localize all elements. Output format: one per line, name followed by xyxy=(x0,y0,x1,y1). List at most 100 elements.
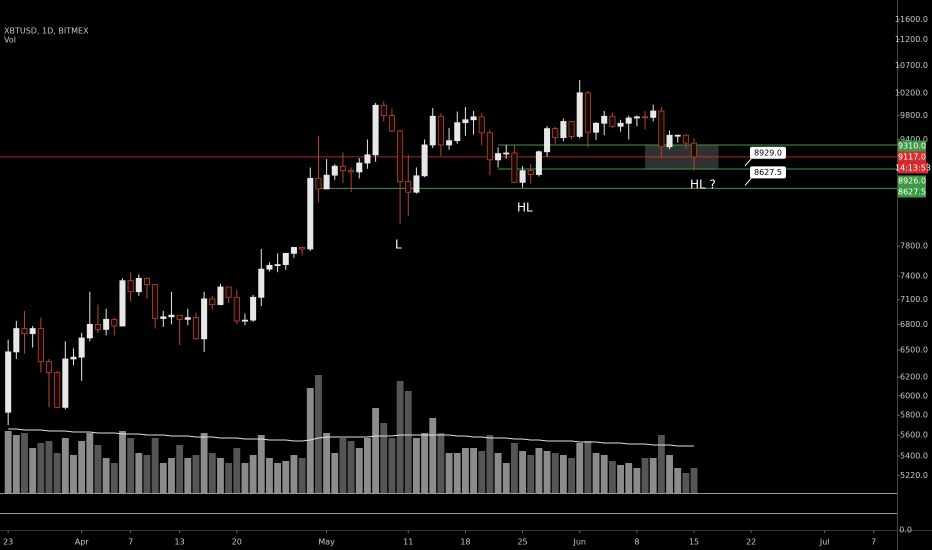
candle-body xyxy=(429,115,436,146)
volume-bar xyxy=(592,453,600,493)
volume-bar xyxy=(478,451,486,493)
candle-body xyxy=(388,115,395,132)
current-price-label-box xyxy=(898,151,926,163)
candle-body xyxy=(413,175,420,193)
volume-bar xyxy=(674,468,682,493)
volume-bar xyxy=(625,463,633,493)
candle-body xyxy=(315,178,322,190)
candle-body xyxy=(135,277,142,293)
volume-bar xyxy=(657,435,665,493)
x-tick-label: Apr xyxy=(75,538,90,547)
candle-body xyxy=(307,178,314,250)
annotation: HL ? xyxy=(690,178,716,192)
x-tick-label: 20 xyxy=(232,538,242,547)
candle-body xyxy=(192,317,199,340)
volume-bar xyxy=(543,451,551,493)
volume-bar xyxy=(690,468,698,493)
volume-bar xyxy=(257,435,265,493)
candle-body xyxy=(478,116,485,134)
volume-bar xyxy=(168,458,175,493)
volume-bar xyxy=(37,443,45,493)
volume-bar xyxy=(372,408,380,493)
y-tick-label: 5800.0 xyxy=(900,411,928,420)
candle-body xyxy=(527,170,534,175)
candle-body xyxy=(94,323,101,330)
y-tick-label: 5600.0 xyxy=(900,431,928,440)
volume-bar xyxy=(315,375,322,493)
y-tick-label: 7100.0 xyxy=(900,295,928,304)
candle-body xyxy=(143,277,150,286)
volume-bar xyxy=(527,455,535,493)
candle-body xyxy=(5,351,12,413)
candle-body xyxy=(127,280,134,293)
candle-body xyxy=(274,264,281,267)
candle-body xyxy=(674,134,681,137)
volume-bar xyxy=(445,453,453,493)
volume-bar xyxy=(412,438,420,493)
candle-body xyxy=(454,122,461,142)
volume-bar xyxy=(233,448,241,493)
callout-pointer xyxy=(744,157,753,167)
y-tick-label: 9800.0 xyxy=(900,111,928,120)
candle-body xyxy=(495,153,502,161)
candle-body xyxy=(446,140,453,146)
callout-label: 8627.5 xyxy=(754,168,782,177)
candle-body xyxy=(209,298,216,305)
volume-bar xyxy=(453,453,461,493)
candle-body xyxy=(111,318,118,327)
y-tick-label: 6200.0 xyxy=(900,373,928,382)
volume-bar xyxy=(110,463,118,493)
candle-body xyxy=(225,286,232,298)
x-tick-label: 8 xyxy=(634,538,639,547)
callout-box xyxy=(750,166,786,179)
candle-body xyxy=(233,296,240,322)
candle-body xyxy=(86,323,93,339)
candle-body xyxy=(160,316,167,319)
candle-body xyxy=(405,181,412,193)
candle-body xyxy=(437,115,444,146)
chart-subtitle: Vol xyxy=(4,36,16,45)
chart-title: XBTUSD, 1D, BITMEX xyxy=(4,27,89,36)
volume-bar xyxy=(151,438,159,493)
countdown-box xyxy=(898,162,928,174)
x-tick-label: 25 xyxy=(517,538,527,547)
candle-body xyxy=(633,116,640,119)
volume-bar xyxy=(494,453,502,493)
y-tick-label: 6000.0 xyxy=(900,391,928,400)
y-tick-label: 9400.0 xyxy=(900,135,928,144)
candle-body xyxy=(62,358,69,408)
level-label-box xyxy=(898,186,926,198)
candle-body xyxy=(176,314,183,320)
volume-bar xyxy=(600,455,608,493)
volume-bar xyxy=(78,441,86,493)
volume-bar xyxy=(510,443,518,493)
y-tick-label: 11600.0 xyxy=(895,15,928,24)
volume-bar xyxy=(568,458,575,493)
candle-body xyxy=(544,128,551,153)
candle-body xyxy=(593,122,600,133)
volume-bar xyxy=(135,453,143,493)
volume-bar xyxy=(143,455,151,493)
volume-bar xyxy=(86,433,94,493)
candle-body xyxy=(666,134,673,148)
candle-body xyxy=(45,361,53,373)
volume-bar xyxy=(364,438,371,493)
volume-bar xyxy=(274,463,282,493)
volume-bar xyxy=(12,435,20,493)
candle-body xyxy=(568,121,575,137)
candle-body xyxy=(299,247,306,250)
volume-bar xyxy=(323,433,331,493)
volume-bar xyxy=(486,435,494,493)
volume-bar xyxy=(4,431,12,493)
candle-body xyxy=(339,165,346,172)
volume-bar xyxy=(102,458,110,493)
volume-bar xyxy=(127,438,135,493)
x-tick-label: 18 xyxy=(460,538,470,547)
volume-bar xyxy=(192,455,200,493)
volume-bar xyxy=(355,448,363,493)
annotation: HL xyxy=(517,201,533,215)
candle-body xyxy=(625,117,632,124)
candle-body xyxy=(658,110,665,148)
candle-body xyxy=(364,154,371,164)
level-label: 9310.0 xyxy=(898,142,926,151)
